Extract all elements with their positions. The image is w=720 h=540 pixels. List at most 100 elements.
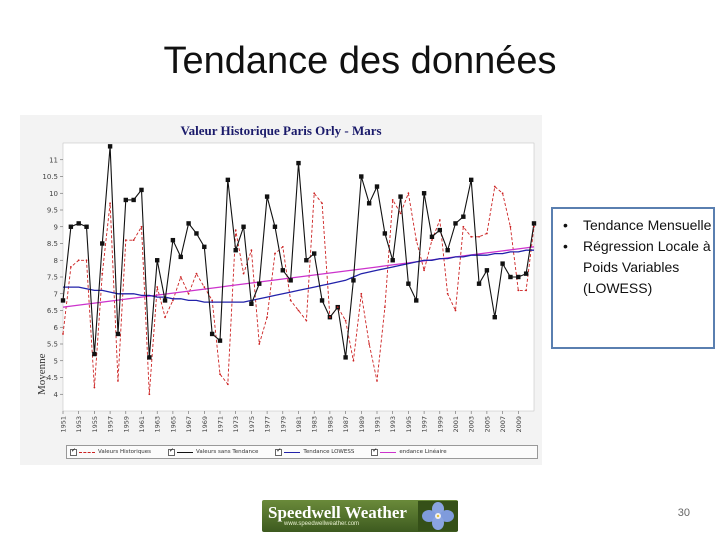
- series-point-sans-tendance: [131, 197, 136, 203]
- series-point-sans-tendance: [531, 221, 537, 226]
- series-point-historiques: [289, 299, 292, 302]
- y-tick-label: 10: [49, 190, 58, 198]
- series-point-sans-tendance: [437, 227, 442, 233]
- series-point-sans-tendance: [107, 144, 113, 149]
- series-point-historiques: [101, 272, 104, 275]
- series-point-sans-tendance: [217, 338, 223, 343]
- y-tick-label: 7.5: [47, 274, 58, 282]
- y-tick-label: 4.5: [47, 374, 58, 382]
- legend-label: Tendance LOWESS: [303, 449, 355, 455]
- series-point-historiques: [509, 225, 512, 228]
- series-point-historiques: [156, 286, 159, 288]
- series-point-historiques: [132, 239, 135, 242]
- x-tick-label: 1957: [107, 416, 115, 433]
- bullet-item: Régression Locale à Poids Variables (LOW…: [561, 236, 713, 299]
- x-tick-label: 1979: [279, 416, 287, 433]
- bullet-item: Tendance Mensuelle: [561, 215, 713, 236]
- legend-checkbox[interactable]: [371, 447, 379, 456]
- series-point-historiques: [226, 383, 229, 386]
- x-tick-label: 1953: [75, 416, 83, 433]
- series-point-sans-tendance: [390, 258, 395, 263]
- legend-item-sans-tendance[interactable]: Valeurs sans Tendance: [165, 447, 259, 456]
- series-point-historiques: [77, 259, 80, 262]
- x-tick-label: 2005: [483, 416, 491, 433]
- legend-item-lineaire[interactable]: endance Linéaire: [368, 447, 447, 456]
- series-point-historiques: [179, 276, 182, 278]
- series-point-historiques: [124, 239, 127, 242]
- series-point-historiques: [274, 252, 276, 255]
- y-tick-label: 10.5: [42, 173, 58, 181]
- series-point-sans-tendance: [123, 197, 128, 203]
- series-point-sans-tendance: [264, 194, 270, 199]
- speedwell-logo: Speedwell Weather www.speedwellweather.c…: [262, 500, 458, 532]
- legend-swatch: [177, 451, 194, 453]
- series-point-sans-tendance: [516, 274, 521, 280]
- series-point-sans-tendance: [249, 301, 254, 306]
- legend-item-historiques[interactable]: Valeurs Historiques: [67, 447, 151, 456]
- series-point-sans-tendance: [421, 191, 427, 196]
- legend-item-lowess[interactable]: Tendance LOWESS: [272, 447, 355, 456]
- y-tick-label: 5.5: [47, 341, 58, 349]
- series-point-historiques: [148, 393, 151, 396]
- series-point-historiques: [360, 292, 363, 295]
- series-point-historiques: [423, 269, 425, 272]
- series-point-historiques: [407, 192, 410, 195]
- series-point-sans-tendance: [461, 214, 466, 219]
- legend-swatch: [380, 451, 397, 453]
- series-point-historiques: [234, 229, 237, 231]
- legend-swatch: [284, 451, 301, 453]
- series-point-sans-tendance: [374, 184, 380, 189]
- series-point-sans-tendance: [382, 231, 388, 236]
- series-point-sans-tendance: [445, 248, 450, 253]
- series-point-historiques: [321, 202, 323, 205]
- series-point-sans-tendance: [147, 355, 152, 360]
- series-point-historiques: [242, 272, 245, 275]
- series-point-sans-tendance: [359, 174, 364, 179]
- series-point-historiques: [195, 272, 198, 275]
- series-point-historiques: [203, 286, 206, 288]
- y-tick-label: 9.5: [47, 207, 58, 215]
- series-point-sans-tendance: [414, 298, 419, 303]
- legend-label: Valeurs sans Tendance: [196, 449, 259, 455]
- legend-checkbox[interactable]: [168, 447, 176, 456]
- series-point-sans-tendance: [351, 278, 356, 283]
- x-tick-label: 2001: [452, 416, 460, 433]
- x-tick-label: 1967: [185, 416, 193, 433]
- y-tick-label: 8: [54, 257, 58, 265]
- legend-checkbox[interactable]: [70, 447, 77, 456]
- series-point-historiques: [336, 306, 339, 309]
- series-point-sans-tendance: [319, 298, 325, 303]
- series-point-sans-tendance: [312, 251, 317, 256]
- legend-checkbox[interactable]: [275, 447, 283, 456]
- x-tick-label: 1983: [311, 416, 319, 433]
- series-point-historiques: [486, 232, 488, 235]
- series-point-historiques: [368, 343, 371, 345]
- series-point-sans-tendance: [288, 278, 293, 283]
- series-point-historiques: [69, 266, 72, 268]
- series-point-historiques: [501, 192, 504, 195]
- y-tick-label: 7: [54, 290, 58, 298]
- series-point-sans-tendance: [233, 248, 238, 253]
- x-tick-label: 1975: [248, 416, 256, 433]
- x-tick-label: 1985: [326, 416, 334, 433]
- series-point-historiques: [85, 259, 88, 262]
- series-point-sans-tendance: [194, 231, 199, 236]
- y-tick-label: 11: [49, 156, 58, 164]
- series-line-lowess: [63, 249, 534, 303]
- series-point-historiques: [438, 219, 441, 221]
- x-tick-label: 1959: [122, 416, 130, 433]
- chart-plot: 4 4.5 5 5.5 6 6.5 7 7.5 8 8.5 9 9.5 10 10.5 11 1951 1953…: [42, 142, 537, 433]
- y-tick-label: 6: [54, 324, 59, 332]
- series-point-historiques: [250, 249, 253, 252]
- series-point-sans-tendance: [139, 187, 144, 193]
- x-tick-label: 1961: [138, 416, 146, 433]
- series-point-sans-tendance: [84, 224, 89, 229]
- series-point-sans-tendance: [170, 237, 176, 243]
- series-point-sans-tendance: [508, 274, 513, 280]
- legend-swatch: [79, 451, 95, 453]
- bullet-box: Tendance Mensuelle Régression Locale à P…: [551, 207, 715, 349]
- series-point-historiques: [172, 299, 174, 302]
- series-point-sans-tendance: [398, 194, 403, 199]
- series-point-sans-tendance: [209, 331, 215, 337]
- legend-label: endance Linéaire: [399, 449, 447, 455]
